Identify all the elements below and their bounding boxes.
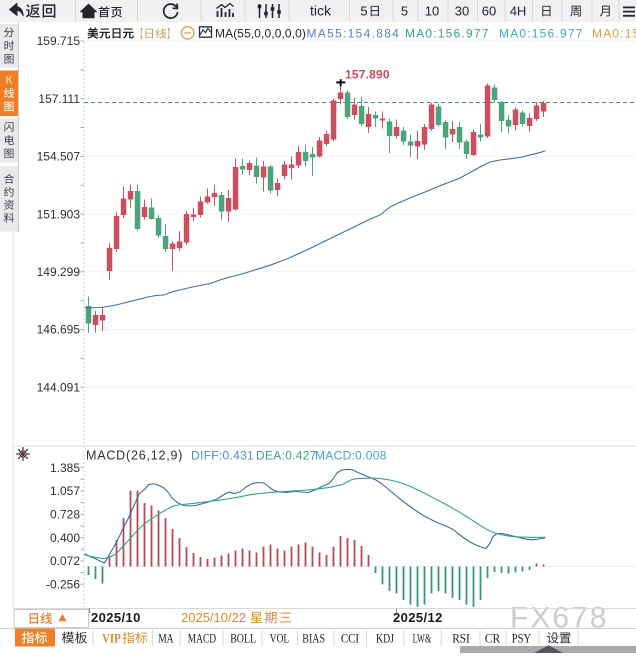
svg-text:2025/10/22: 2025/10/22 [181,610,246,625]
svg-text:-0.256: -0.256 [46,577,80,591]
svg-text:CCI: CCI [341,631,359,646]
svg-text:2025/12: 2025/12 [393,610,443,625]
svg-text:1.057: 1.057 [50,484,80,498]
svg-text:60: 60 [482,4,496,19]
svg-text:149.299: 149.299 [37,265,81,279]
svg-text:159.715: 159.715 [37,34,81,48]
svg-text:151.903: 151.903 [37,207,81,221]
svg-text:MA0:156.97: MA0:156.97 [592,26,636,40]
svg-text:144.091: 144.091 [37,380,81,394]
svg-text:PSY: PSY [512,631,532,646]
svg-text:MA: MA [158,631,174,646]
svg-text:10: 10 [425,4,439,19]
svg-text:MA(55,0,0,0,0,0): MA(55,0,0,0,0,0) [215,26,306,40]
svg-text:LW&: LW& [413,631,432,646]
svg-text:154.507: 154.507 [37,150,81,164]
svg-text:4H: 4H [510,4,527,19]
svg-text:MACD:0.008: MACD:0.008 [315,449,387,463]
svg-text:KDJ: KDJ [376,631,394,646]
svg-text:RSI: RSI [452,631,470,646]
svg-text:BIAS: BIAS [302,631,325,646]
svg-text:MA0:156.977: MA0:156.977 [499,26,584,40]
svg-text:DEA:0.427: DEA:0.427 [256,449,317,463]
svg-text:tick: tick [310,3,332,19]
svg-text:5: 5 [360,4,367,19]
svg-text:CR: CR [485,631,501,646]
svg-text:VIP: VIP [102,631,121,646]
svg-text:5: 5 [401,4,408,19]
svg-text:BOLL: BOLL [230,631,256,646]
svg-text:MA55:154.884: MA55:154.884 [307,26,401,40]
svg-text:30: 30 [455,4,469,19]
svg-text:VOL: VOL [270,631,289,646]
svg-text:0.728: 0.728 [50,508,80,522]
svg-text:146.695: 146.695 [37,323,81,337]
svg-text:0.400: 0.400 [50,531,80,545]
svg-text:MA0:156.977: MA0:156.977 [405,26,490,40]
svg-text:MACD(26,12,9): MACD(26,12,9) [86,449,183,463]
svg-text:2025/10: 2025/10 [91,610,141,625]
svg-text:MACD: MACD [188,631,216,646]
svg-text:DIFF:0.431: DIFF:0.431 [191,449,254,463]
svg-text:1.385: 1.385 [50,461,80,475]
svg-text:157.111: 157.111 [38,92,80,106]
svg-text:0.072: 0.072 [50,554,80,568]
svg-text:157.890: 157.890 [345,68,390,82]
